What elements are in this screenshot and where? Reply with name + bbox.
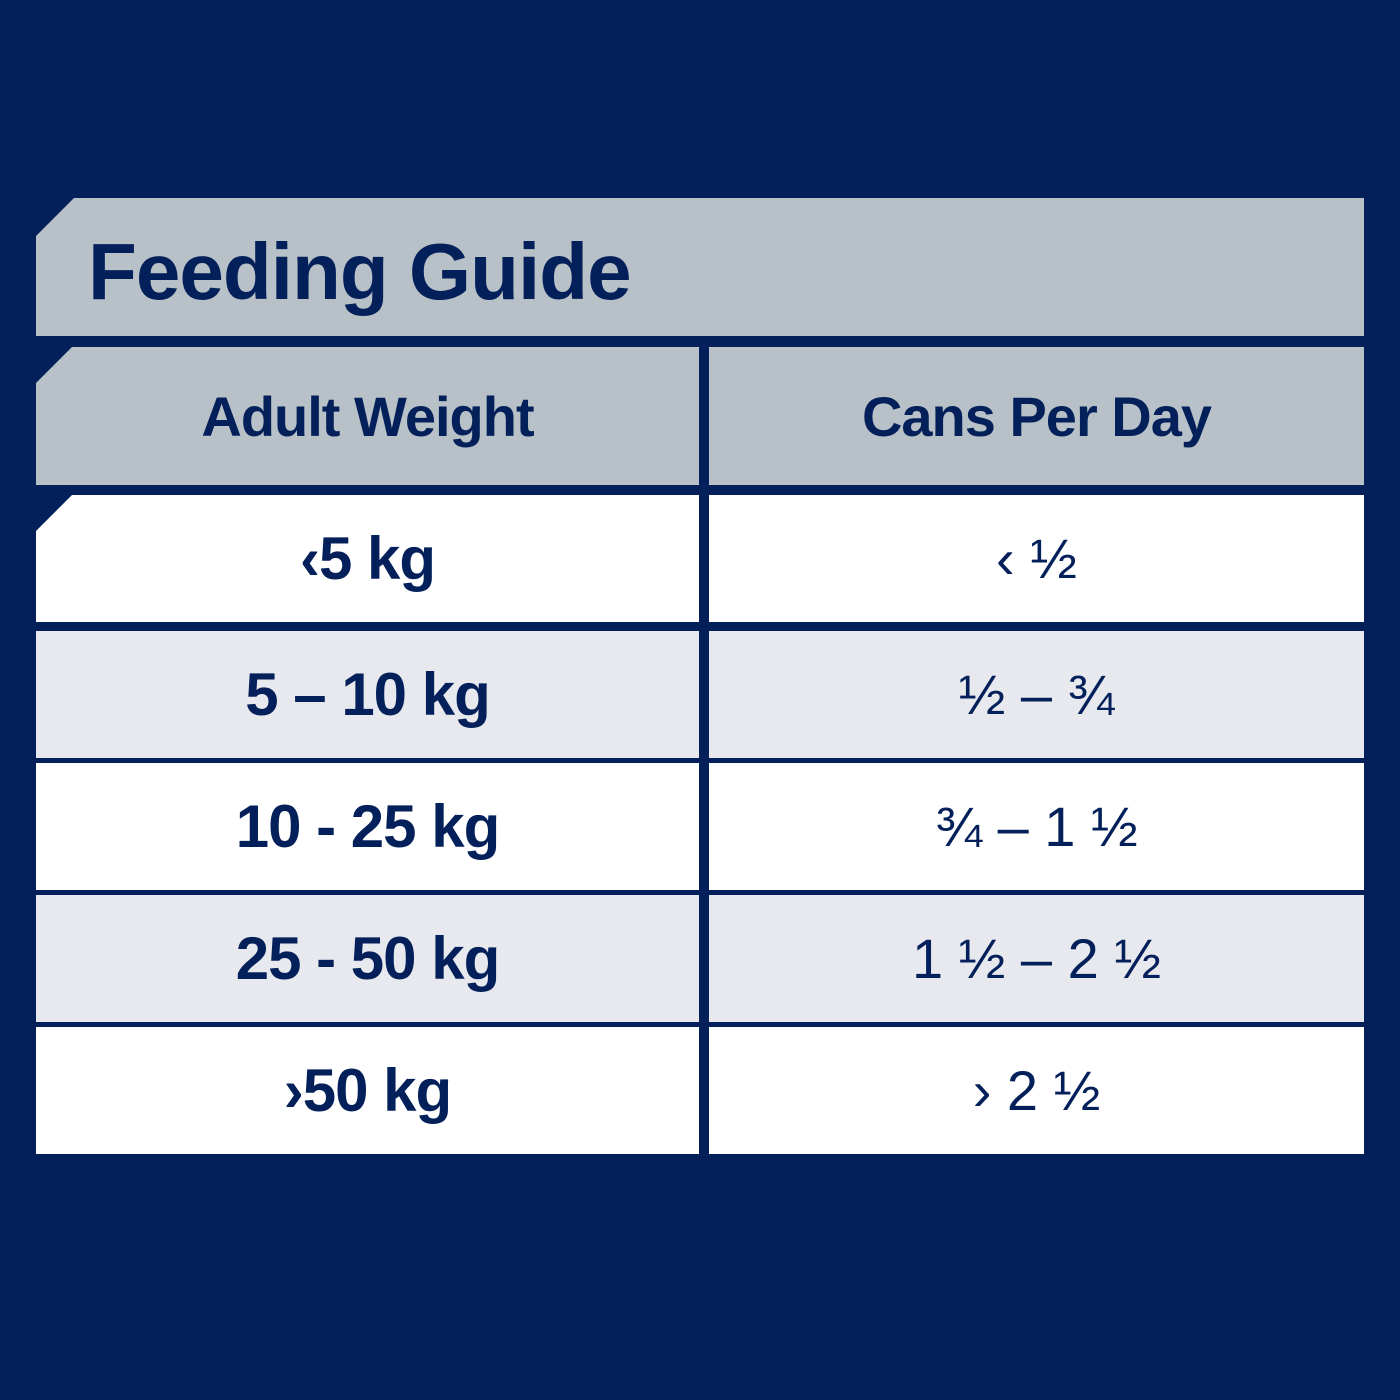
table-cell-cans: › 2 ½ [709,1027,1364,1154]
table-cell-cans: ½ – ¾ [709,631,1364,758]
column-header-cans-per-day: Cans Per Day [709,347,1364,485]
table-cell-cans: ¾ – 1 ½ [709,763,1364,890]
table-cell-cans: 1 ½ – 2 ½ [709,895,1364,1022]
column-header-adult-weight: Adult Weight [36,347,699,485]
table-cell-weight: ›50 kg [36,1027,699,1154]
table-cell-cans: ‹ ½ [709,495,1364,622]
page-title: Feeding Guide [88,227,632,316]
title-bar [36,198,1364,336]
table-cell-weight: 5 – 10 kg [36,631,699,758]
table-cell-weight: ‹5 kg [36,495,699,622]
table-cell-weight: 25 - 50 kg [36,895,699,1022]
table-cell-weight: 10 - 25 kg [36,763,699,890]
